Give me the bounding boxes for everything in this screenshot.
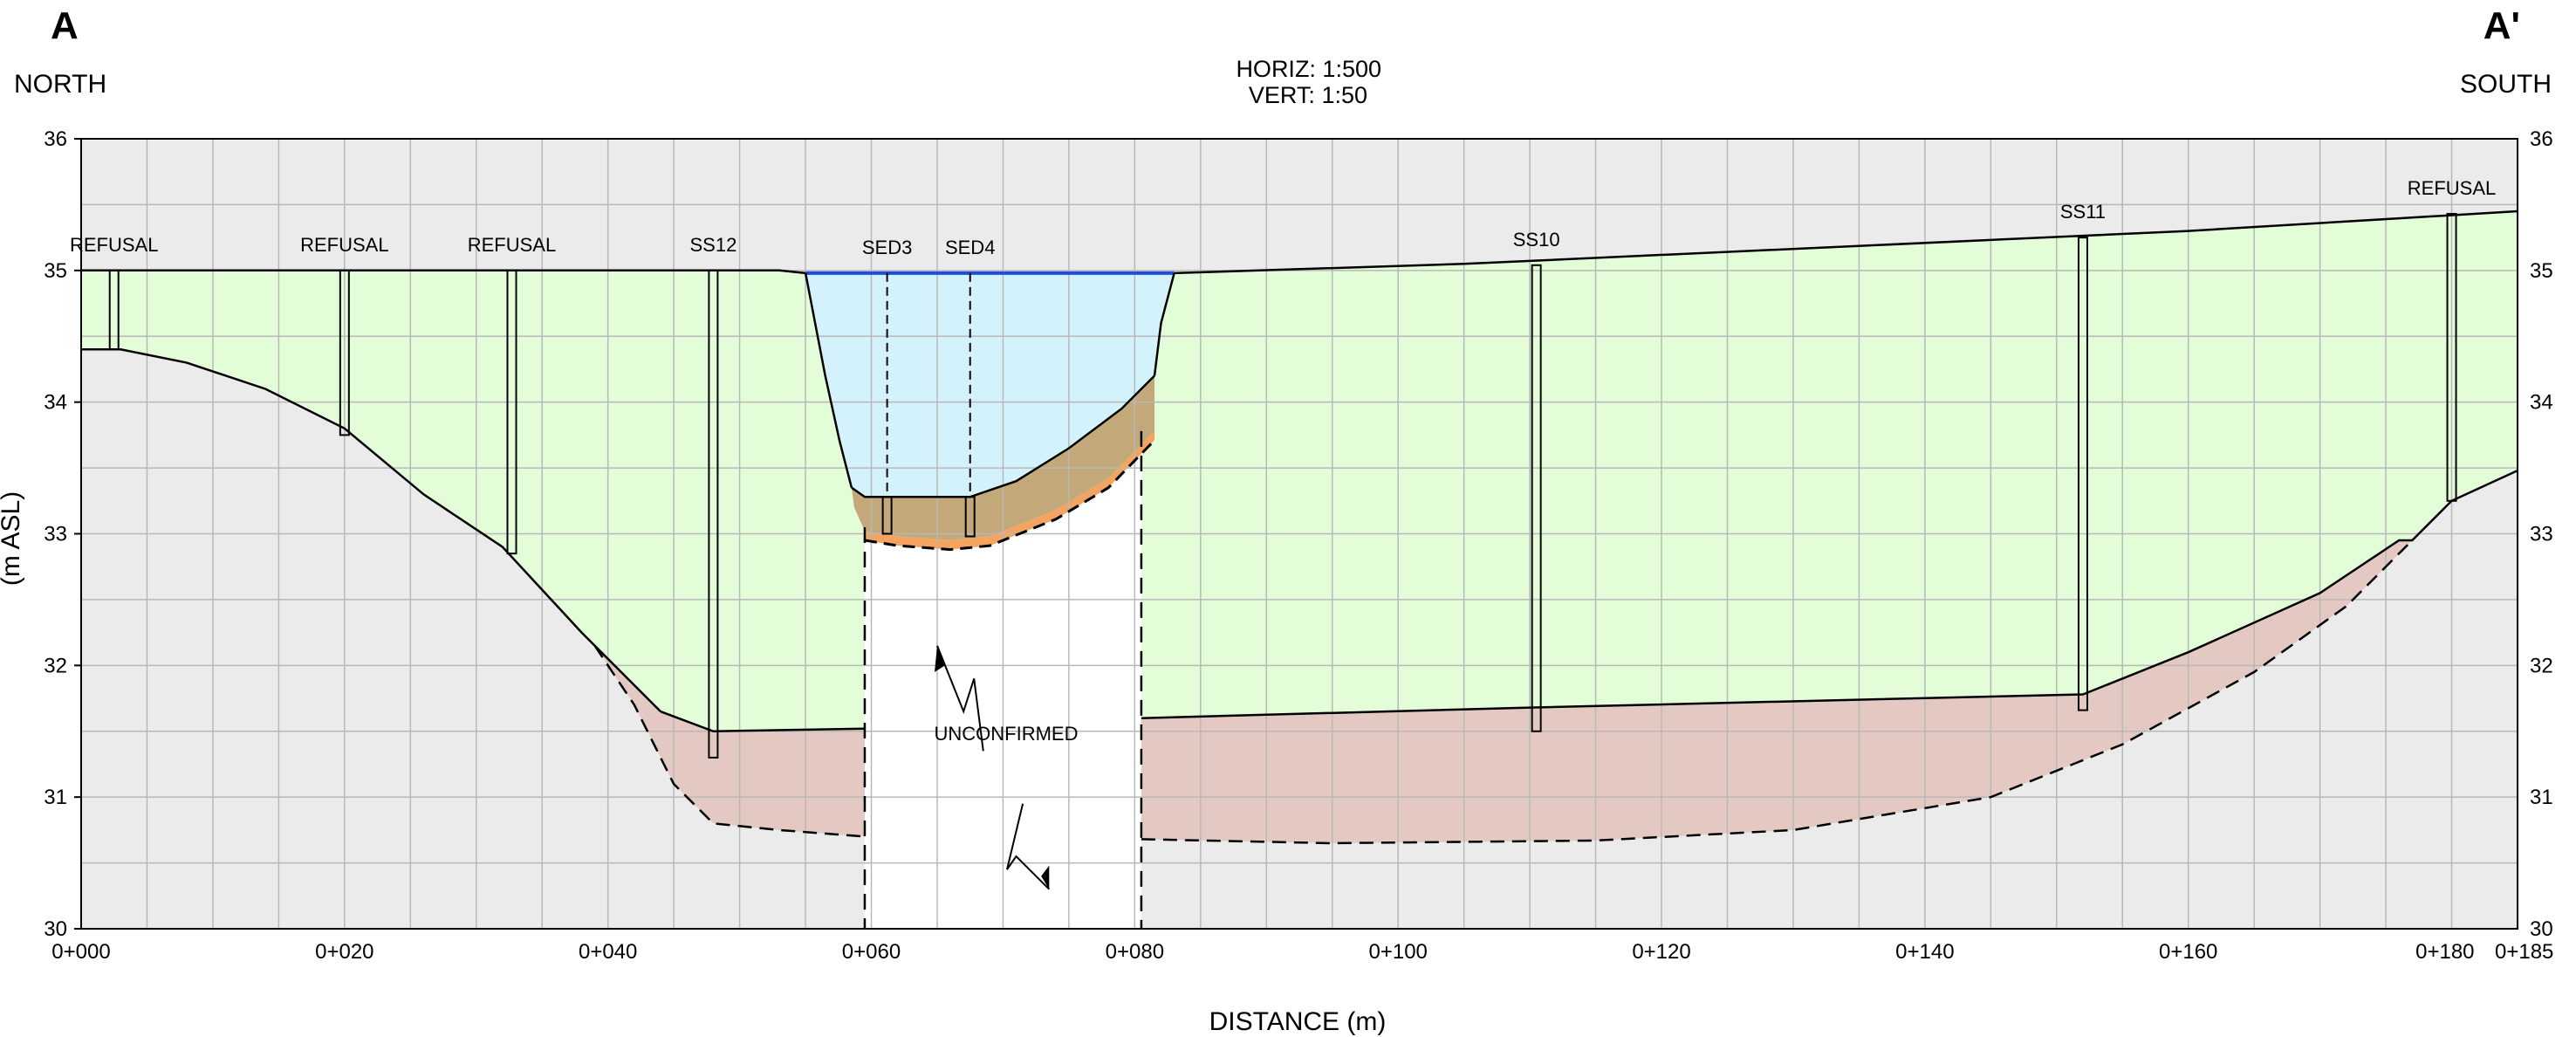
borehole-log xyxy=(1531,264,1542,732)
borehole-label: REFUSAL xyxy=(2408,177,2496,199)
top-of-bedrock-line xyxy=(81,348,661,712)
x-tick-label: 0+140 xyxy=(1895,940,1954,964)
native-layer-south xyxy=(1141,540,2413,843)
boreholes: REFUSAL REFUSAL REFUSAL SS12 SED3 SED4 SS10 SS1… xyxy=(70,177,2496,759)
x-tick-label: 0+000 xyxy=(51,940,110,964)
section-start-letter: A xyxy=(51,4,79,47)
inferred-bedrock-north xyxy=(593,645,866,838)
x-tick-label: 0+100 xyxy=(1368,940,1427,964)
sediment-fill xyxy=(851,375,1154,540)
y-tick-label-right: 32 xyxy=(2530,654,2553,677)
unconfirmed-arrowhead-down xyxy=(1041,865,1050,889)
borehole-log xyxy=(506,269,517,555)
borehole-label: SS10 xyxy=(1513,229,1560,251)
ground-surface-north xyxy=(81,269,806,275)
plot-area: REFUSAL REFUSAL REFUSAL SS12 SED3 SED4 SS10 SS1… xyxy=(44,127,2553,964)
y-tick-label-left: 35 xyxy=(44,259,67,283)
y-tick-label-left: 34 xyxy=(44,391,67,415)
base-of-sediment-line xyxy=(864,439,1156,552)
x-tick-label: 0+180 xyxy=(2415,940,2474,964)
y-tick-label-left: 30 xyxy=(44,917,67,941)
section-end-letter: A' xyxy=(2484,4,2520,47)
borehole-log xyxy=(2077,237,2088,711)
borehole-label: REFUSAL xyxy=(468,234,556,256)
borehole-label: SS11 xyxy=(2060,201,2106,223)
y-tick-label-left: 33 xyxy=(44,523,67,546)
borehole-label: SED3 xyxy=(862,237,912,258)
y-tick-label-left: 31 xyxy=(44,786,67,809)
stratigraphy-lines xyxy=(81,209,2518,929)
y-tick-label-right: 30 xyxy=(2530,917,2553,941)
x-tick-label: 0+060 xyxy=(842,940,901,964)
y-tick-label-right: 35 xyxy=(2530,259,2553,283)
y-axis-title: (m ASL) xyxy=(0,491,25,586)
y-tick-label-left: 36 xyxy=(44,127,67,151)
x-tick-label: 0+020 xyxy=(315,940,373,964)
x-axis-title: DISTANCE (m) xyxy=(1209,1007,1387,1036)
inferred-bedrock-south xyxy=(1141,539,2414,845)
south-direction-label: SOUTH xyxy=(2460,70,2552,99)
water-fill xyxy=(805,272,1175,498)
sediment-base-fill xyxy=(865,430,1154,550)
north-direction-label: NORTH xyxy=(14,70,106,99)
top-of-native-south xyxy=(1141,469,2518,719)
x-tick-label: 0+040 xyxy=(579,940,637,964)
channel-bank-south xyxy=(1153,272,1175,376)
top-of-native-north xyxy=(660,710,866,733)
native-layer-north xyxy=(594,645,865,837)
borehole-label: SED4 xyxy=(945,237,995,258)
borehole-log xyxy=(108,269,120,351)
borehole-sample-box xyxy=(881,496,893,535)
unconfirmed-arrow-up xyxy=(936,645,984,752)
y-tick-label-right: 33 xyxy=(2530,523,2553,546)
x-tick-label: 0+185 xyxy=(2495,940,2553,964)
x-tick-label: 0+160 xyxy=(2159,940,2217,964)
top-of-sediment-line xyxy=(851,374,1155,498)
borehole-label: SS12 xyxy=(689,234,736,256)
ground-surface-south xyxy=(1174,209,2518,275)
y-tick-label-left: 32 xyxy=(44,654,67,677)
borehole-log xyxy=(708,269,719,759)
borehole-label: REFUSAL xyxy=(70,234,158,256)
y-tick-label-right: 34 xyxy=(2530,391,2553,415)
x-tick-label: 0+120 xyxy=(1632,940,1690,964)
axis-tick-labels: 30 30 31 31 32 32 33 33 34 34 35 35 36 36 0+000 0+020 0+… xyxy=(44,127,2553,964)
horizontal-scale-label: HORIZ: 1:500 xyxy=(1236,56,1381,82)
borehole-log xyxy=(2446,212,2457,502)
borehole-log xyxy=(339,269,350,436)
unconfirmed-arrow-down xyxy=(1006,803,1051,890)
borehole-sample-box xyxy=(964,496,976,538)
fill-layer-south xyxy=(1141,211,2518,718)
y-tick-label-right: 31 xyxy=(2530,786,2553,809)
unconfirmed-label: UNCONFIRMED xyxy=(935,723,1079,745)
channel-bank-north xyxy=(804,272,853,489)
unconfirmed-arrowhead-up xyxy=(935,645,945,672)
vertical-scale-label: VERT: 1:50 xyxy=(1249,82,1367,108)
y-tick-label-right: 36 xyxy=(2530,127,2553,151)
borehole-label: REFUSAL xyxy=(300,234,388,256)
x-tick-label: 0+080 xyxy=(1106,940,1164,964)
fill-layer-north xyxy=(81,270,865,731)
